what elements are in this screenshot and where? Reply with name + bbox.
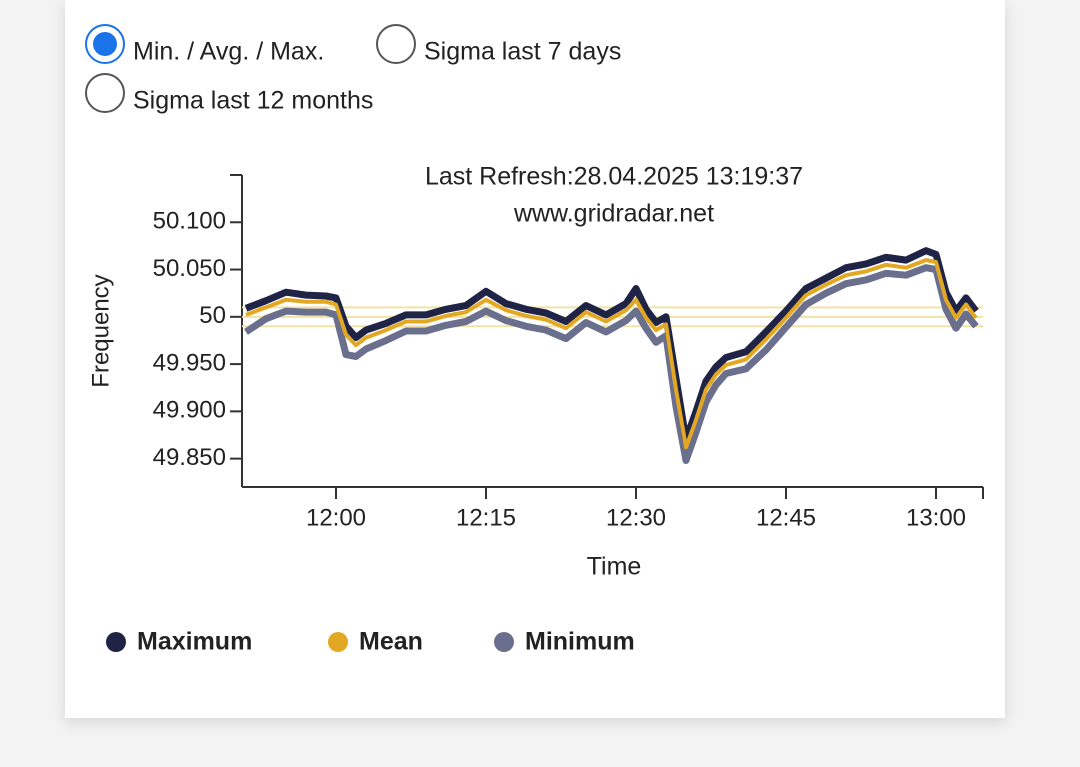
legend-label: Maximum bbox=[137, 628, 252, 656]
y-tick-label: 50.100 bbox=[153, 208, 226, 235]
x-tick-label: 12:45 bbox=[756, 504, 816, 531]
legend-marker bbox=[494, 632, 514, 652]
legend-marker bbox=[106, 632, 126, 652]
radio-button[interactable] bbox=[376, 24, 416, 64]
radio-label[interactable]: Min. / Avg. / Max. bbox=[133, 38, 324, 66]
x-tick-label: 12:30 bbox=[606, 504, 666, 531]
series-line bbox=[245, 258, 978, 450]
legend-label: Minimum bbox=[525, 628, 635, 656]
x-tick-label: 12:00 bbox=[306, 504, 366, 531]
y-tick-label: 50 bbox=[199, 302, 226, 329]
card bbox=[65, 0, 1005, 718]
x-axis-label: Time bbox=[587, 553, 642, 581]
y-tick-label: 49.900 bbox=[153, 397, 226, 424]
legend-label: Mean bbox=[359, 628, 423, 656]
radio-button[interactable] bbox=[85, 73, 125, 113]
y-tick-label: 49.950 bbox=[153, 349, 226, 376]
legend-marker bbox=[328, 632, 348, 652]
annotation: Last Refresh:28.04.2025 13:19:37 bbox=[425, 163, 803, 191]
x-tick-label: 12:15 bbox=[456, 504, 516, 531]
series-line bbox=[244, 264, 979, 464]
y-tick-label: 49.850 bbox=[153, 444, 226, 471]
y-tick-label: 50.050 bbox=[153, 255, 226, 282]
radio-dot bbox=[93, 32, 117, 56]
radio-label[interactable]: Sigma last 7 days bbox=[424, 38, 621, 66]
series-line bbox=[244, 247, 979, 444]
y-axis-label: Frequency bbox=[87, 274, 114, 387]
x-tick-label: 13:00 bbox=[906, 504, 966, 531]
radio-label[interactable]: Sigma last 12 months bbox=[133, 87, 373, 115]
annotation: www.gridradar.net bbox=[513, 200, 714, 228]
